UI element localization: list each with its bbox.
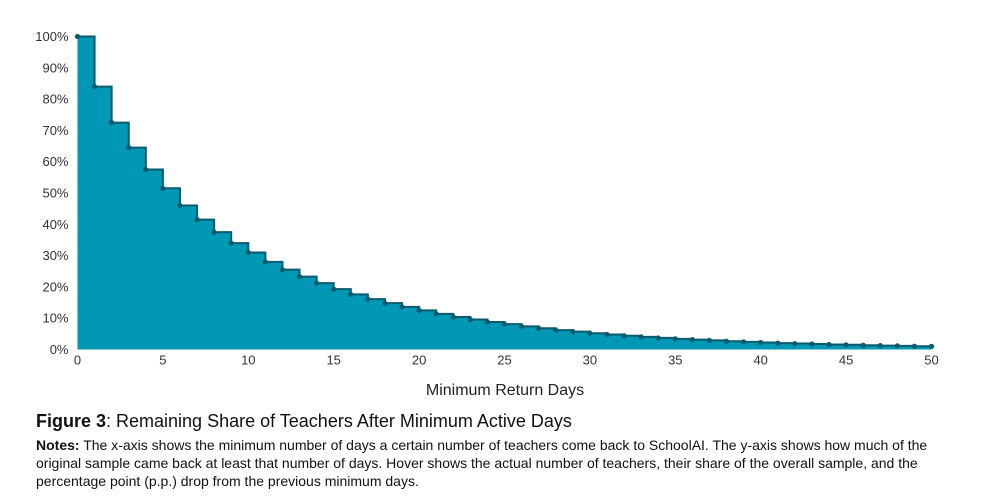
y-tick-label: 0% (50, 342, 69, 357)
data-point[interactable] (843, 342, 849, 348)
data-point[interactable] (314, 280, 320, 286)
data-point[interactable] (450, 314, 456, 320)
data-point[interactable] (279, 267, 286, 273)
x-axis: 0 5 10 15 20 25 30 35 40 45 50 (74, 353, 939, 368)
data-point[interactable] (911, 343, 918, 349)
x-tick-label: 30 (583, 353, 597, 368)
series-area-fill (77, 36, 932, 350)
data-point[interactable] (399, 304, 405, 310)
data-point[interactable] (348, 291, 354, 298)
data-point[interactable] (211, 229, 217, 235)
data-point[interactable] (467, 316, 473, 323)
figure-title: Figure 3: Remaining Share of Teachers Af… (36, 409, 966, 433)
y-tick-label: 10% (42, 311, 68, 326)
data-point[interactable] (792, 340, 798, 347)
data-point[interactable] (570, 329, 576, 335)
data-point[interactable] (894, 343, 900, 349)
series-markers (74, 33, 935, 349)
data-point[interactable] (860, 342, 866, 348)
y-tick-label: 100% (35, 29, 69, 44)
y-tick-label: 90% (42, 60, 68, 75)
x-tick-label: 0 (74, 353, 81, 368)
data-point[interactable] (126, 145, 132, 151)
data-point[interactable] (416, 307, 422, 313)
data-point[interactable] (194, 217, 200, 223)
data-point[interactable] (518, 323, 525, 329)
data-point[interactable] (501, 321, 508, 327)
data-point[interactable] (809, 341, 815, 347)
data-point[interactable] (604, 331, 610, 338)
data-point[interactable] (587, 330, 593, 336)
figure-label: Figure 3 (36, 411, 107, 431)
data-point[interactable] (143, 166, 149, 173)
data-point[interactable] (109, 119, 115, 126)
x-tick-label: 50 (924, 353, 938, 368)
x-tick-label: 45 (839, 353, 853, 368)
data-point[interactable] (706, 337, 713, 344)
x-tick-label: 40 (753, 353, 767, 368)
data-point[interactable] (228, 240, 234, 246)
data-point[interactable] (536, 325, 542, 331)
data-point[interactable] (877, 342, 883, 349)
y-tick-label: 50% (42, 186, 68, 201)
x-tick-label: 25 (497, 353, 511, 368)
data-point[interactable] (484, 319, 491, 325)
data-point[interactable] (74, 33, 81, 40)
data-point[interactable] (928, 343, 935, 349)
data-point[interactable] (655, 335, 661, 341)
data-point[interactable] (723, 338, 730, 344)
y-tick-label: 80% (42, 92, 68, 107)
y-tick-label: 70% (42, 123, 68, 138)
data-point[interactable] (262, 259, 268, 265)
figure-notes: Notes: The x-axis shows the minimum numb… (36, 436, 966, 490)
data-point[interactable] (177, 202, 183, 209)
data-point[interactable] (365, 296, 371, 302)
notes-text: The x-axis shows the minimum number of d… (36, 437, 928, 489)
x-tick-label: 5 (159, 353, 166, 368)
data-point[interactable] (741, 339, 747, 345)
data-point[interactable] (689, 337, 695, 343)
data-point[interactable] (758, 339, 764, 346)
data-point[interactable] (296, 273, 303, 280)
data-point[interactable] (245, 249, 251, 256)
y-tick-label: 20% (42, 279, 68, 294)
notes-label: Notes: (36, 437, 80, 453)
data-point[interactable] (91, 83, 98, 90)
data-point[interactable] (638, 334, 644, 340)
data-point[interactable] (672, 336, 678, 342)
data-point[interactable] (160, 185, 166, 191)
y-tick-label: 30% (42, 248, 68, 263)
data-point[interactable] (382, 300, 388, 306)
data-point[interactable] (433, 311, 439, 317)
figure-title-text: : Remaining Share of Teachers After Mini… (106, 411, 572, 431)
x-tick-label: 20 (412, 353, 426, 368)
x-tick-label: 15 (326, 353, 340, 368)
data-point[interactable] (621, 333, 627, 339)
data-point[interactable] (775, 340, 781, 346)
data-point[interactable] (826, 341, 832, 348)
step-area-chart: 0% 10% 20% 30% 40% 50% 60% 70% 80% 90% 100% 0 5 10 15… (35, 29, 939, 399)
x-tick-label: 35 (668, 353, 682, 368)
x-axis-title: Minimum Return Days (426, 382, 584, 399)
y-axis: 0% 10% 20% 30% 40% 50% 60% 70% 80% 90% 100% (35, 29, 69, 357)
figure-caption: Figure 3: Remaining Share of Teachers Af… (36, 409, 966, 490)
data-point[interactable] (553, 327, 559, 333)
data-point[interactable] (331, 286, 337, 292)
y-tick-label: 60% (42, 154, 68, 169)
x-tick-label: 10 (241, 353, 255, 368)
y-tick-label: 40% (42, 217, 68, 232)
